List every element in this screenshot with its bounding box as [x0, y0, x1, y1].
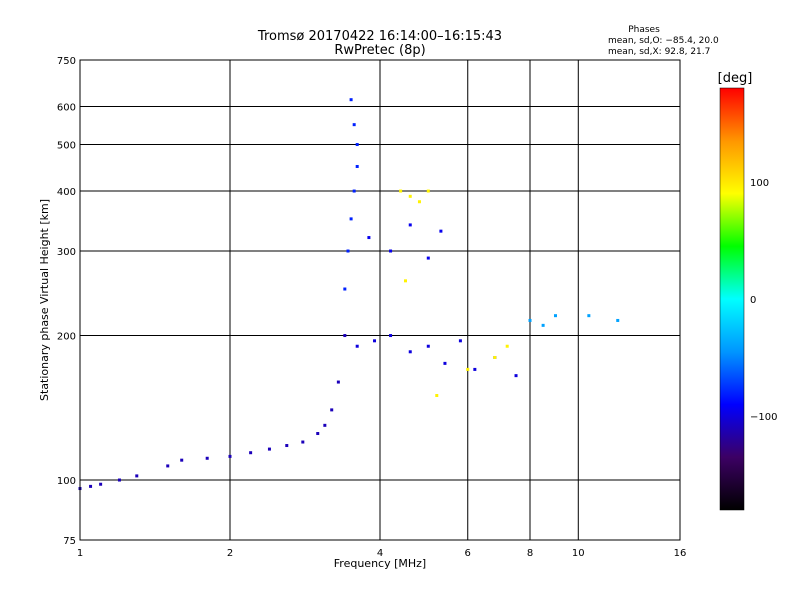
data-point [355, 143, 359, 147]
data-point [541, 323, 545, 327]
data-point [343, 287, 347, 291]
grid-lines [80, 60, 680, 540]
data-point [616, 318, 620, 322]
data-point [267, 447, 271, 451]
data-point [99, 482, 103, 486]
data-point [180, 458, 184, 462]
colorbar-tick-label: 0 [750, 295, 756, 306]
chart-subtitle: RwPretec (8p) [334, 43, 425, 58]
data-point [117, 478, 121, 482]
data-point [439, 229, 443, 233]
data-point [343, 334, 347, 338]
y-tick-label: 300 [57, 247, 76, 258]
x-tick-label: 8 [527, 548, 533, 559]
y-tick-label: 75 [63, 536, 76, 547]
data-point [367, 236, 371, 240]
data-point [514, 374, 518, 378]
stats-heading: Phases [628, 25, 660, 35]
x-tick-label: 16 [674, 548, 687, 559]
colorbar-ticks: 100 0 −100 [750, 178, 777, 423]
data-point [403, 279, 407, 283]
colorbar [719, 87, 745, 511]
colorbar-label: [deg] [718, 71, 753, 86]
data-point [349, 98, 353, 102]
y-tick-label: 400 [57, 187, 76, 198]
data-point [352, 189, 356, 193]
y-tick-label: 500 [57, 141, 76, 152]
data-point [426, 189, 430, 193]
stats-line-x: mean, sd,X: 92.8, 21.7 [608, 47, 710, 57]
data-point [166, 464, 170, 468]
data-point [330, 408, 334, 412]
data-point [336, 380, 340, 384]
data-point [316, 432, 320, 436]
data-point [587, 314, 591, 318]
plot-frame [79, 59, 681, 541]
x-tick-label: 10 [572, 548, 585, 559]
data-point [285, 444, 289, 448]
data-point [443, 361, 447, 365]
data-point [346, 249, 350, 253]
data-point [553, 314, 557, 318]
data-point [349, 217, 353, 221]
data-point [323, 423, 327, 427]
data-points [78, 98, 620, 491]
data-point [417, 200, 421, 204]
data-point [435, 394, 439, 398]
data-point [373, 339, 377, 343]
data-point [399, 189, 403, 193]
data-point [228, 454, 232, 458]
data-point [301, 440, 305, 444]
data-point [408, 194, 412, 198]
x-tick-label: 6 [465, 548, 471, 559]
colorbar-tick-label: −100 [750, 412, 777, 423]
x-axis-label: Frequency [MHz] [334, 557, 426, 570]
data-point [408, 223, 412, 227]
data-point [135, 474, 139, 478]
data-point [408, 350, 412, 354]
data-point [426, 256, 430, 260]
y-tick-label: 100 [57, 476, 76, 487]
data-point [505, 344, 509, 348]
data-point [249, 451, 253, 455]
data-point [89, 484, 93, 488]
data-point [473, 367, 477, 371]
y-axis-ticks: 75 100 200 300 400 500 600 750 [57, 56, 76, 547]
data-point [352, 123, 356, 127]
chart-title: Tromsø 20170422 16:14:00–16:15:43 [257, 29, 502, 44]
x-axis-ticks: 1 2 4 6 8 10 16 [77, 548, 687, 559]
data-point [389, 249, 393, 253]
data-point [493, 355, 497, 359]
x-tick-label: 2 [227, 548, 233, 559]
y-tick-label: 750 [57, 56, 76, 67]
data-point [389, 334, 393, 338]
x-tick-label: 1 [77, 548, 83, 559]
data-point [426, 344, 430, 348]
data-point [205, 456, 209, 460]
colorbar-tick-label: 100 [750, 178, 769, 189]
data-point [466, 367, 470, 371]
data-point [528, 318, 532, 322]
data-point [355, 344, 359, 348]
y-tick-label: 200 [57, 332, 76, 343]
data-point [355, 164, 359, 168]
stats-line-o: mean, sd,O: −85.4, 20.0 [608, 36, 719, 46]
y-tick-label: 600 [57, 103, 76, 114]
y-axis-label: Stationary phase Virtual Height [km] [38, 199, 51, 401]
x-tick-label: 4 [377, 548, 383, 559]
data-point [458, 339, 462, 343]
